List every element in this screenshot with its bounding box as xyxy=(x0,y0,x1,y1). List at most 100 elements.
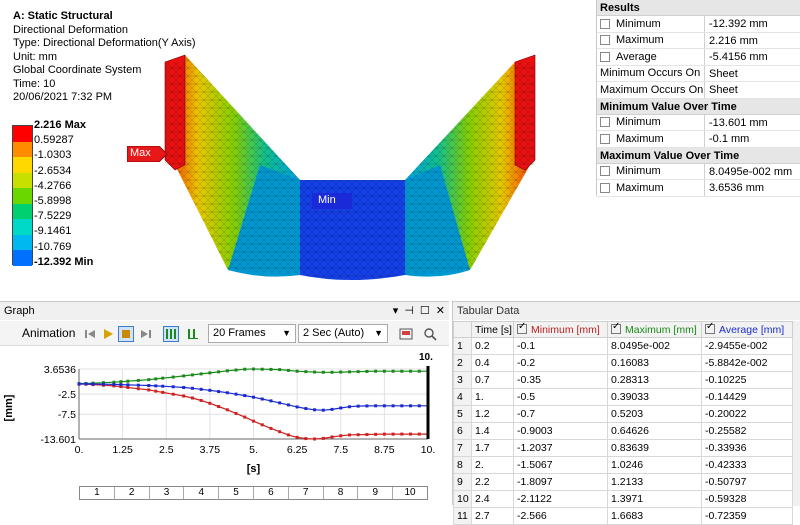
table-row[interactable]: 8 2. -1.5067 1.0246 -0.42333 xyxy=(453,456,793,474)
data-point xyxy=(295,369,299,373)
data-point xyxy=(199,398,203,402)
frame-cell[interactable]: 5 xyxy=(219,487,254,499)
table-row[interactable]: 11 2.7 -2.566 1.6683 -0.72359 xyxy=(453,507,793,525)
data-point xyxy=(365,433,369,437)
frame-cell[interactable]: 6 xyxy=(254,487,289,499)
max-probe-label[interactable]: Max xyxy=(127,146,168,162)
frame-cell[interactable]: 8 xyxy=(324,487,359,499)
column-header-maximum[interactable]: Maximum [mm] xyxy=(607,321,702,338)
pin-icon[interactable]: ⊣ xyxy=(404,305,414,317)
frame-cell[interactable]: 10 xyxy=(404,487,416,498)
results-row[interactable]: Maximum 3.6536 mm xyxy=(597,180,800,197)
close-icon[interactable]: ✕ xyxy=(435,305,445,317)
frames-select[interactable]: 20 Frames ▼ xyxy=(208,324,296,343)
play-icon[interactable] xyxy=(100,326,116,342)
frame-cell[interactable]: 4 xyxy=(184,487,220,499)
panel-menu-icon[interactable]: ▾ xyxy=(392,305,399,317)
results-section-header[interactable]: Maximum Value Over Time xyxy=(597,147,800,164)
legend-label: -7.5229 xyxy=(34,210,72,223)
stop-icon[interactable] xyxy=(118,326,134,342)
data-point xyxy=(208,401,212,405)
graphics-viewport[interactable]: A: Static Structural Directional Deforma… xyxy=(0,0,596,300)
results-row[interactable]: Minimum Occurs On Sheet xyxy=(597,65,800,82)
result-info-block: A: Static Structural Directional Deforma… xyxy=(13,10,196,105)
frame-cell[interactable]: 3 xyxy=(150,487,185,499)
vertical-scrollbar[interactable] xyxy=(793,321,800,506)
column-header-average[interactable]: Average [mm] xyxy=(701,321,793,338)
next-frame-icon[interactable] xyxy=(138,326,154,342)
x-tick-label: 6.25 xyxy=(287,444,308,456)
results-row[interactable]: Minimum -12.392 mm xyxy=(597,16,800,33)
data-point xyxy=(409,432,413,436)
parameter-checkbox[interactable] xyxy=(600,51,610,62)
graph-panel-header: Graph ▾ ⊣ ☐ ✕ xyxy=(0,302,449,320)
frame-cell[interactable]: 9 xyxy=(358,487,394,499)
parameter-checkbox[interactable] xyxy=(600,182,610,193)
parameter-checkbox[interactable] xyxy=(600,117,610,128)
data-point xyxy=(243,394,247,398)
table-row[interactable]: 5 1.2 -0.7 0.5203 -0.20022 xyxy=(453,405,793,423)
data-point xyxy=(286,403,290,407)
results-row[interactable]: Minimum 8.0495e-002 mm xyxy=(597,163,800,180)
frame-cell[interactable]: 1 xyxy=(80,487,115,499)
results-row[interactable]: Maximum 2.216 mm xyxy=(597,32,800,49)
parameter-checkbox[interactable] xyxy=(600,18,610,29)
maximize-icon[interactable]: ☐ xyxy=(419,305,430,317)
parameter-checkbox[interactable] xyxy=(600,133,610,144)
legend-color-band xyxy=(13,234,32,251)
animation-frames-bar[interactable]: 1 2 3 4 5 6 7 8 9 10 xyxy=(79,486,428,500)
table-row[interactable]: 3 0.7 -0.35 0.28313 -0.10225 xyxy=(453,371,793,389)
data-point xyxy=(330,435,334,439)
checkbox-icon[interactable] xyxy=(611,321,621,334)
legend-label: 0.59287 xyxy=(34,134,74,147)
min-probe-label[interactable]: Min xyxy=(312,193,352,209)
checkbox-icon[interactable] xyxy=(517,321,527,334)
table-row[interactable]: 7 1.7 -1.2037 0.83639 -0.33936 xyxy=(453,439,793,457)
table-cell: -0.2 xyxy=(513,354,608,372)
table-row[interactable]: 1 0.2 -0.1 8.0495e-002 -2.9455e-002 xyxy=(453,337,793,355)
result-sets-icon[interactable] xyxy=(185,326,201,342)
column-header-time[interactable]: Time [s] xyxy=(471,321,514,338)
data-point xyxy=(304,437,308,441)
results-row[interactable]: Average -5.4156 mm xyxy=(597,49,800,66)
duration-select[interactable]: 2 Sec (Auto) ▼ xyxy=(298,324,388,343)
data-point xyxy=(278,430,282,434)
checkbox-icon[interactable] xyxy=(705,321,715,334)
data-point xyxy=(391,369,395,373)
data-point xyxy=(356,370,360,374)
distributed-frames-icon[interactable] xyxy=(163,326,179,342)
parameter-checkbox[interactable] xyxy=(600,166,610,177)
table-row[interactable]: 2 0.4 -0.2 0.16083 -5.8842e-002 xyxy=(453,354,793,372)
data-point xyxy=(154,377,158,381)
results-section-header[interactable]: Minimum Value Over Time xyxy=(597,98,800,115)
table-row[interactable]: 10 2.4 -2.1122 1.3971 -0.59328 xyxy=(453,490,793,508)
animation-label: Animation xyxy=(22,326,76,340)
data-point xyxy=(190,396,194,400)
results-row[interactable]: Maximum Occurs On Sheet xyxy=(597,82,800,99)
results-row-label: Maximum Occurs On xyxy=(597,82,705,98)
data-point xyxy=(269,367,273,371)
export-video-icon[interactable] xyxy=(398,326,414,342)
time-history-chart[interactable]: 10. 0. 1.25 2.5 3.75 5. 6.25 7.5 8.75 10. 3.6536 -2… xyxy=(0,347,449,487)
result-time: Time: 10 xyxy=(13,77,56,90)
zoom-icon[interactable] xyxy=(422,326,438,342)
data-point xyxy=(147,378,151,382)
results-row[interactable]: Maximum -0.1 mm xyxy=(597,131,800,148)
results-section-header[interactable]: Results xyxy=(597,0,800,16)
legend-color-band xyxy=(13,188,32,204)
table-row[interactable]: 4 1. -0.5 0.39033 -0.14429 xyxy=(453,388,793,406)
column-header-minimum[interactable]: Minimum [mm] xyxy=(513,321,608,338)
data-point xyxy=(112,380,116,384)
table-cell: 0.7 xyxy=(471,371,514,389)
table-row[interactable]: 6 1.4 -0.9003 0.64626 -0.25582 xyxy=(453,422,793,440)
results-row[interactable]: Minimum -13.601 mm xyxy=(597,114,800,131)
parameter-checkbox[interactable] xyxy=(600,35,610,46)
previous-frame-icon[interactable] xyxy=(82,326,98,342)
results-row-value: Sheet xyxy=(709,67,738,80)
table-row[interactable]: 9 2.2 -1.8097 1.2133 -0.50797 xyxy=(453,473,793,491)
frame-cell[interactable]: 7 xyxy=(289,487,324,499)
data-point xyxy=(252,419,255,423)
frame-cell[interactable]: 2 xyxy=(115,487,150,499)
table-cell: 0.2 xyxy=(471,337,514,355)
results-row-value: 2.216 mm xyxy=(709,34,758,47)
